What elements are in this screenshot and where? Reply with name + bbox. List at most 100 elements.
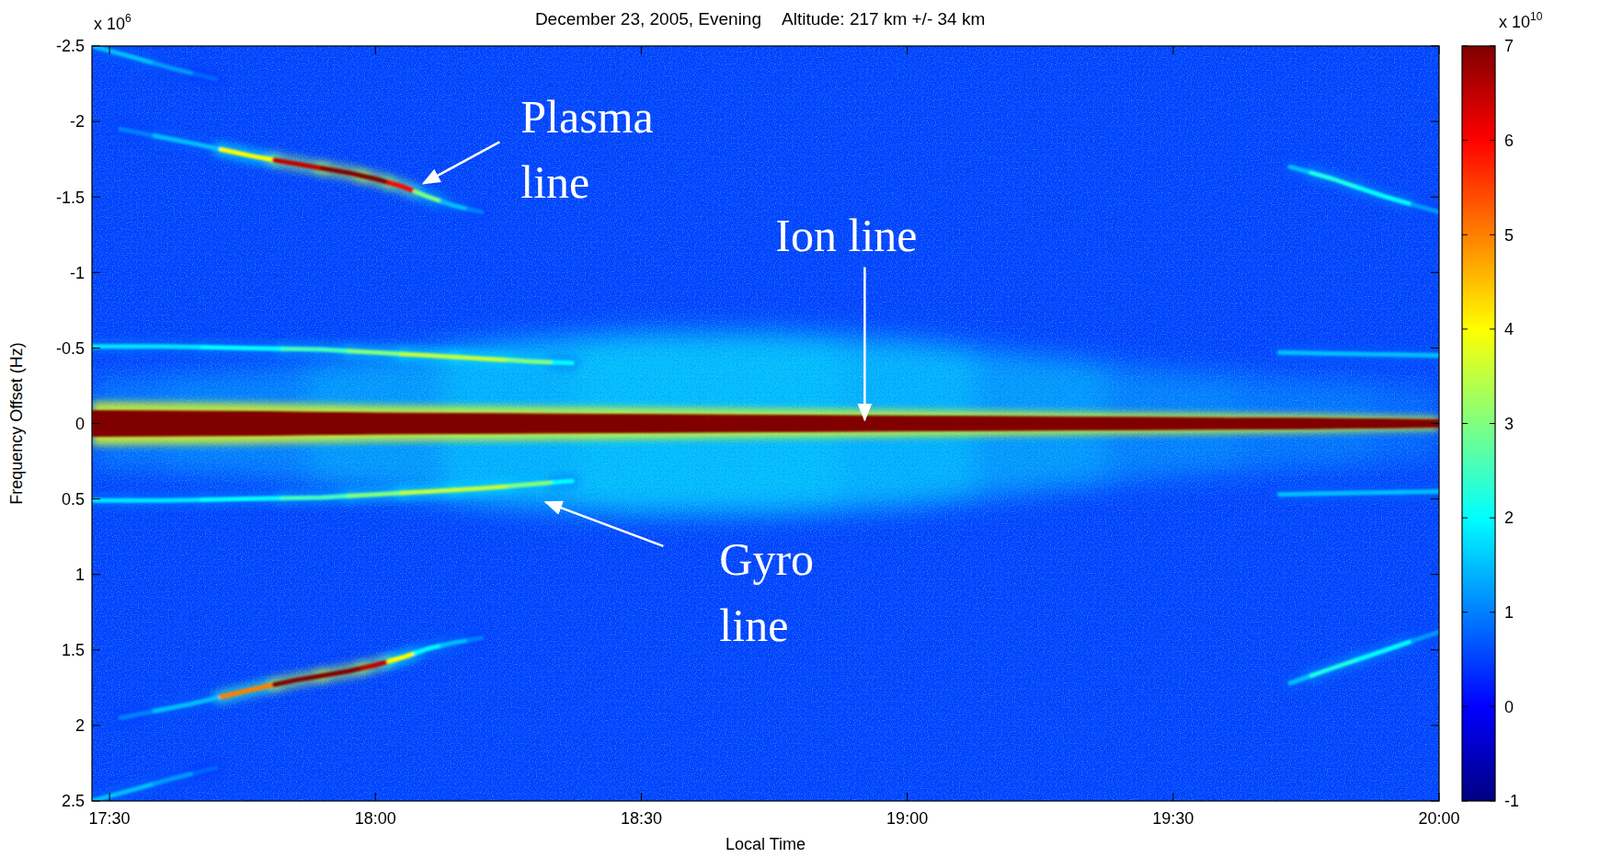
band-halo bbox=[1372, 415, 1440, 432]
band bbox=[167, 411, 309, 436]
ridge bbox=[1359, 640, 1413, 660]
x-tick bbox=[906, 45, 908, 55]
ridge-halo bbox=[274, 675, 322, 686]
colorbar-tick-label: -1 bbox=[1504, 791, 1520, 811]
ridge bbox=[274, 160, 322, 169]
band bbox=[91, 411, 168, 437]
ridge bbox=[321, 668, 362, 676]
band-halo bbox=[973, 411, 1108, 436]
colorbar-tick bbox=[1489, 234, 1496, 236]
ridge bbox=[91, 45, 115, 53]
plot-area bbox=[91, 45, 1440, 801]
x-tick bbox=[640, 792, 642, 801]
ridge-halo bbox=[154, 136, 221, 150]
ridge-halo bbox=[274, 160, 322, 169]
ridge-halo bbox=[194, 73, 217, 80]
y-tick bbox=[91, 724, 101, 726]
ridge bbox=[388, 182, 416, 193]
ridge-halo bbox=[508, 482, 554, 487]
ridge bbox=[126, 343, 203, 350]
y-tick bbox=[91, 196, 101, 198]
y-tick bbox=[1430, 272, 1440, 274]
x-tick-label: 18:30 bbox=[620, 809, 663, 828]
ridge-halo bbox=[401, 490, 456, 493]
y-tick bbox=[91, 121, 101, 123]
y-tick-label: 0 bbox=[75, 414, 85, 434]
band-halo bbox=[840, 410, 974, 437]
ridge bbox=[1359, 187, 1413, 205]
ridge-group bbox=[91, 45, 1440, 801]
x-tick bbox=[906, 792, 908, 801]
band bbox=[574, 413, 709, 434]
band-halo bbox=[708, 408, 842, 438]
ridge bbox=[1412, 204, 1440, 212]
band-halo bbox=[308, 404, 443, 444]
x-tick-label: 19:30 bbox=[1152, 809, 1194, 828]
colorbar-tick bbox=[1462, 517, 1468, 519]
ridge bbox=[508, 482, 554, 487]
band-halo bbox=[574, 407, 709, 440]
ridge-halo bbox=[1399, 483, 1440, 500]
ridge-halo bbox=[154, 773, 195, 785]
ridge-halo bbox=[1319, 491, 1400, 494]
ridge bbox=[348, 351, 402, 355]
colorbar-scale bbox=[1462, 45, 1496, 801]
colorbar-tick-label: 5 bbox=[1504, 226, 1514, 245]
x-tick bbox=[1172, 792, 1174, 801]
colorbar-tick-label: 4 bbox=[1504, 320, 1514, 339]
ridge-halo bbox=[455, 356, 509, 360]
x-axis-label: Local Time bbox=[725, 834, 806, 854]
noise bbox=[91, 45, 1440, 801]
x-tick-label: 20:00 bbox=[1417, 809, 1460, 828]
plot-frame bbox=[91, 45, 1440, 801]
ridge bbox=[401, 490, 456, 493]
x-tick bbox=[640, 45, 642, 55]
y-tick bbox=[91, 422, 101, 424]
ridge-halo bbox=[348, 351, 402, 355]
colorbar-tick bbox=[1489, 706, 1496, 708]
ridge bbox=[202, 498, 283, 501]
colorbar-tick bbox=[1462, 139, 1468, 141]
band-halo bbox=[442, 406, 576, 442]
ridge-halo bbox=[221, 685, 275, 698]
band bbox=[1239, 417, 1373, 429]
axes: -2.5-2-1.5-1-0.500.511.522.517:3018:0018… bbox=[7, 11, 1461, 854]
y-tick-label: 0.5 bbox=[61, 490, 85, 509]
ridge-halo bbox=[154, 697, 221, 712]
title: December 23, 2005, Evening bbox=[535, 9, 762, 29]
ridge bbox=[120, 128, 156, 136]
ridge bbox=[362, 175, 389, 183]
y-tick bbox=[1430, 724, 1440, 726]
background-level bbox=[91, 45, 1440, 801]
ridge bbox=[348, 492, 402, 496]
ridge bbox=[455, 356, 509, 360]
ridge-halo bbox=[126, 339, 203, 355]
band bbox=[442, 412, 576, 434]
ridge-halo bbox=[508, 360, 554, 363]
ridge bbox=[202, 347, 283, 350]
ridge-halo bbox=[154, 63, 195, 75]
ridge bbox=[1311, 172, 1360, 188]
ridge bbox=[154, 773, 195, 785]
halo-group bbox=[91, 45, 1440, 801]
ridge bbox=[1311, 659, 1360, 676]
y-tick bbox=[91, 45, 101, 47]
noise-group bbox=[91, 45, 1440, 801]
colorbar-tick bbox=[1462, 706, 1468, 708]
y-tick bbox=[1430, 573, 1440, 575]
colorbar-tick bbox=[1489, 517, 1496, 519]
ridge-halo bbox=[1359, 187, 1413, 205]
y-tick bbox=[1430, 121, 1440, 123]
ridge-halo bbox=[1412, 631, 1440, 641]
ridge bbox=[154, 697, 221, 712]
colorbar-tick-label: 0 bbox=[1504, 697, 1514, 717]
y-tick bbox=[1430, 45, 1440, 47]
band bbox=[1372, 419, 1440, 429]
y-tick bbox=[1430, 347, 1440, 349]
ridge bbox=[1399, 352, 1440, 358]
ridge bbox=[468, 638, 481, 640]
ridge bbox=[91, 343, 127, 349]
diffuse-band bbox=[442, 336, 576, 511]
ridge bbox=[194, 767, 217, 774]
colorbar-tick bbox=[1489, 45, 1496, 47]
